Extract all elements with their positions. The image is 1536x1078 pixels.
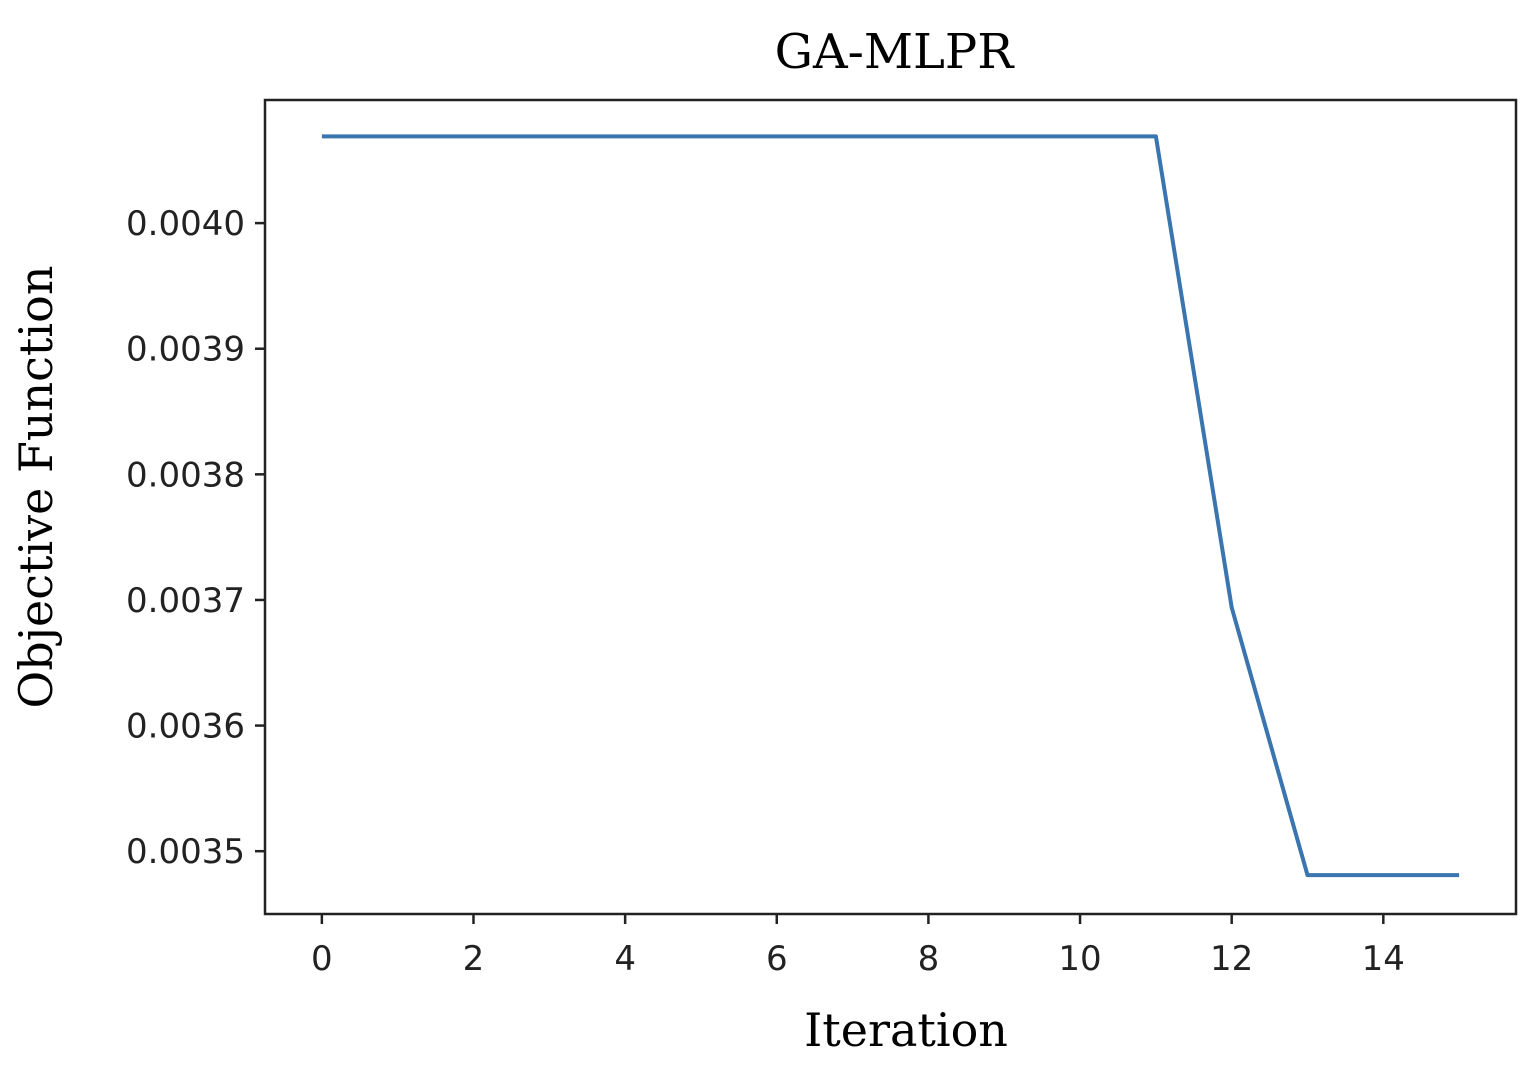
x-tick-label: 14: [1362, 939, 1405, 979]
x-axis: 0 2 4 6 8 10 12 14: [311, 914, 1405, 979]
x-tick-label: 0: [311, 939, 333, 979]
x-axis-label: Iteration: [804, 1003, 1008, 1057]
x-tick-label: 12: [1210, 939, 1253, 979]
plot-area: [263, 98, 1518, 916]
x-tick-label: 4: [614, 939, 636, 979]
plot-frame: [263, 98, 1518, 916]
x-tick-label: 10: [1058, 939, 1101, 979]
y-tick-label: 0.0040: [126, 204, 245, 244]
x-tick-label: 6: [766, 939, 788, 979]
series-layer: [321, 134, 1460, 878]
y-tick-label: 0.0038: [126, 455, 245, 495]
y-tick-label: 0.0036: [126, 707, 245, 747]
y-tick-label: 0.0035: [126, 832, 245, 872]
x-tick-label: 8: [918, 939, 940, 979]
series-line: [321, 134, 1460, 878]
y-tick-label: 0.0039: [126, 330, 245, 370]
y-tick-label: 0.0037: [126, 581, 245, 621]
y-axis: 0.0035 0.0036 0.0037 0.0038 0.0039 0.0040: [126, 204, 265, 872]
y-axis-label: Objective Function: [9, 266, 63, 709]
chart-title: GA-MLPR: [775, 24, 1016, 80]
x-tick-label: 2: [463, 939, 485, 979]
